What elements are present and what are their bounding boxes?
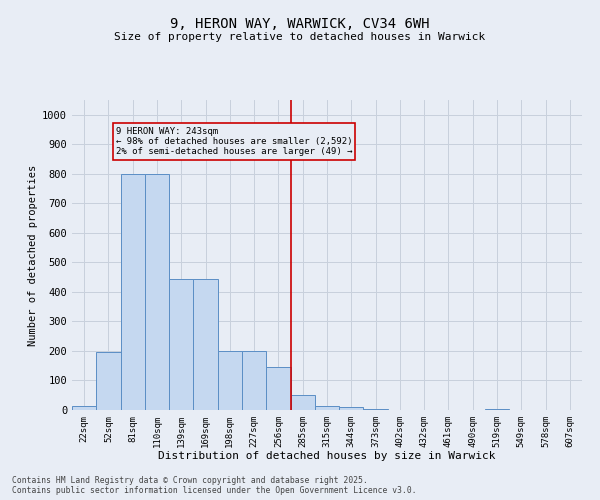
Bar — [193, 278, 218, 410]
Bar — [339, 407, 364, 410]
Y-axis label: Number of detached properties: Number of detached properties — [28, 164, 38, 346]
Text: 9 HERON WAY: 243sqm
← 98% of detached houses are smaller (2,592)
2% of semi-deta: 9 HERON WAY: 243sqm ← 98% of detached ho… — [116, 126, 352, 156]
Bar — [96, 352, 121, 410]
Text: 9, HERON WAY, WARWICK, CV34 6WH: 9, HERON WAY, WARWICK, CV34 6WH — [170, 18, 430, 32]
Bar — [485, 408, 509, 410]
Bar — [72, 406, 96, 410]
Bar — [364, 408, 388, 410]
Bar — [315, 406, 339, 410]
Text: Size of property relative to detached houses in Warwick: Size of property relative to detached ho… — [115, 32, 485, 42]
Bar — [290, 395, 315, 410]
Bar — [169, 278, 193, 410]
Bar — [121, 174, 145, 410]
Bar — [145, 174, 169, 410]
Bar — [242, 351, 266, 410]
Text: Contains HM Land Registry data © Crown copyright and database right 2025.
Contai: Contains HM Land Registry data © Crown c… — [12, 476, 416, 495]
Bar — [266, 367, 290, 410]
Bar — [218, 351, 242, 410]
X-axis label: Distribution of detached houses by size in Warwick: Distribution of detached houses by size … — [158, 452, 496, 462]
